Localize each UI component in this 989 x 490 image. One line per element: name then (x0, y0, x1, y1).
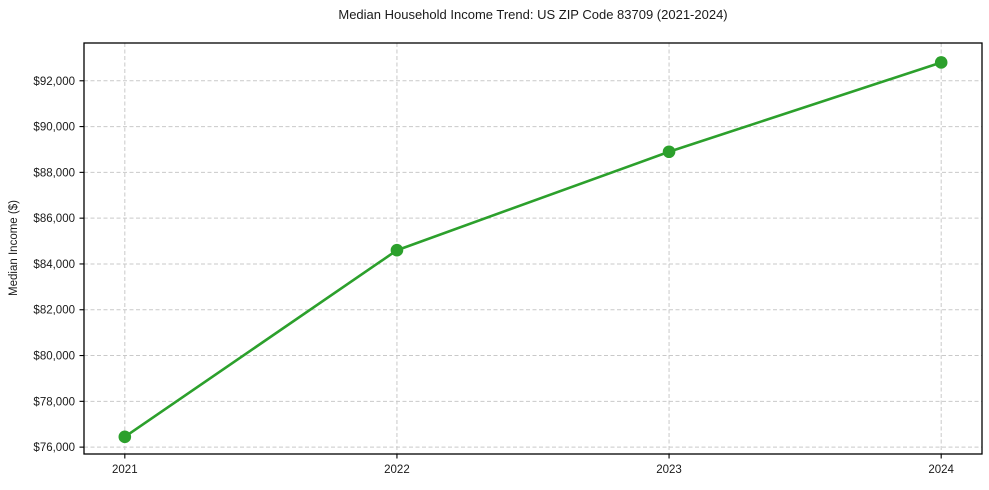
plot-border (83, 42, 983, 455)
y-tick-label: $80,000 (33, 351, 75, 363)
y-tick-label: $78,000 (33, 396, 75, 408)
y-tick-label: $88,000 (33, 167, 75, 179)
y-tick-label: $84,000 (33, 259, 75, 271)
y-tick-label: $92,000 (33, 76, 75, 88)
y-tick-label: $82,000 (33, 305, 75, 317)
x-tick-label: 2023 (656, 464, 682, 476)
y-tick-label: $90,000 (33, 122, 75, 134)
x-tick-label: 2022 (384, 464, 410, 476)
trend-line (123, 61, 943, 439)
data-point (118, 430, 132, 444)
chart-title: Median Household Income Trend: US ZIP Co… (338, 7, 728, 22)
y-tick-label: $76,000 (33, 442, 75, 454)
data-point (662, 145, 676, 159)
data-point (934, 56, 948, 69)
x-tick-label: 2021 (112, 464, 138, 476)
y-tick-label: $86,000 (33, 213, 75, 225)
data-point (390, 243, 404, 257)
x-tick-label: 2024 (928, 464, 954, 476)
